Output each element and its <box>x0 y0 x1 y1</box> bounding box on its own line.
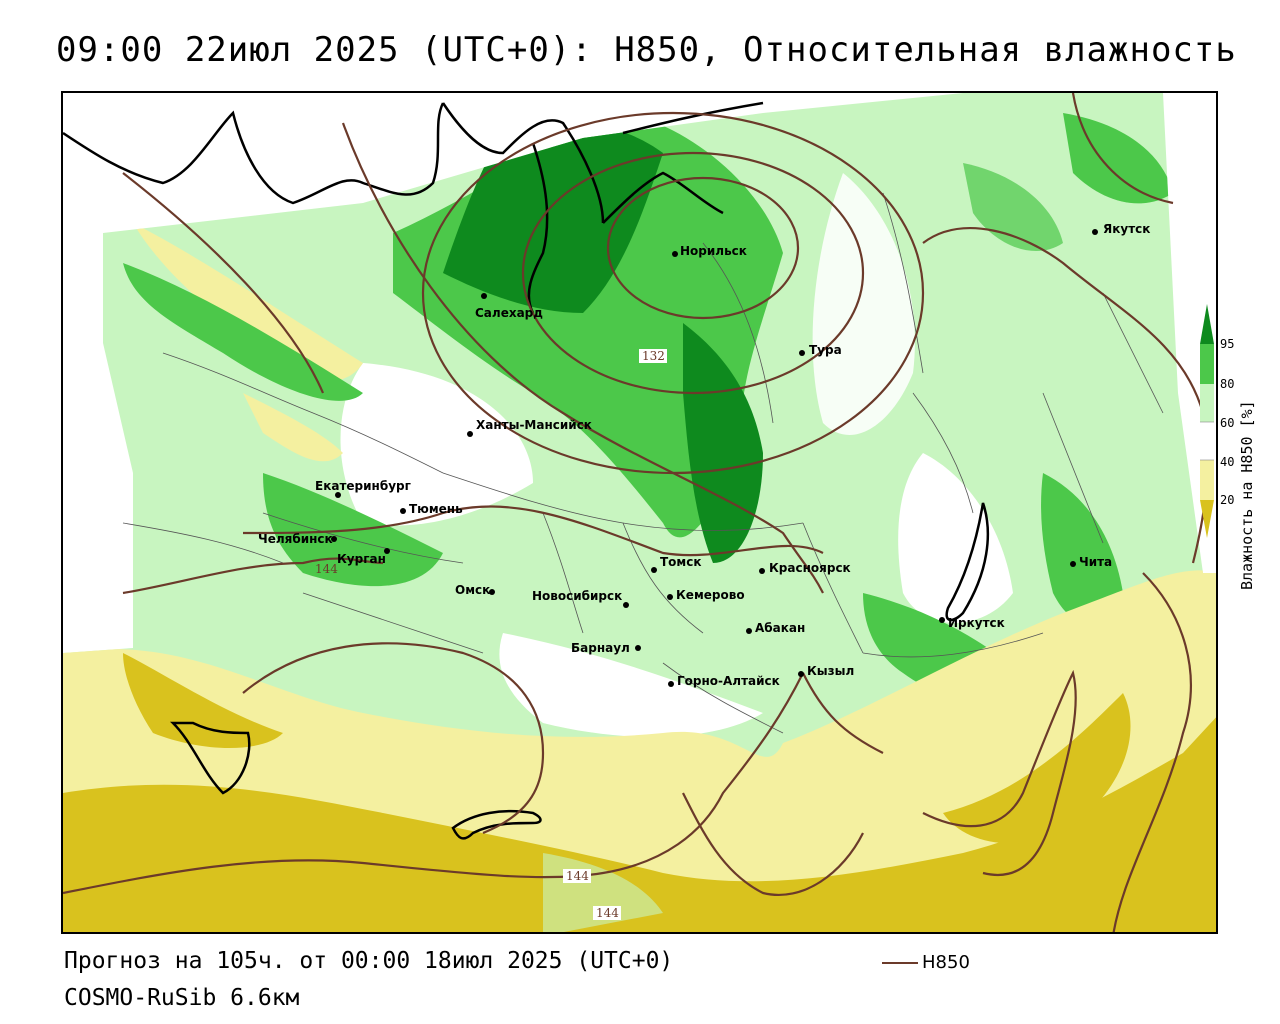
svg-text:Кызыл: Кызыл <box>807 664 854 678</box>
colorbar-tick: 20 <box>1220 493 1234 507</box>
contour-legend-line <box>882 962 918 964</box>
svg-text:Курган: Курган <box>337 552 386 566</box>
contour-label: 144 <box>596 906 619 920</box>
city-marker: Тюмень <box>400 502 463 516</box>
colorbar-tick: 80 <box>1220 377 1234 391</box>
contour-label: 144 <box>566 869 589 883</box>
city-marker: Салехард <box>475 293 543 320</box>
colorbar-cap-top <box>1200 304 1214 344</box>
city-marker: Екатеринбург <box>315 479 411 498</box>
colorbar-title: Влажность на H850 [%] <box>1238 400 1256 590</box>
city-marker: Кемерово <box>667 588 745 602</box>
city-marker: Томск <box>651 555 702 573</box>
contour-line <box>521 151 865 395</box>
contour-line <box>1112 572 1192 932</box>
city-marker: Тура <box>799 343 842 357</box>
colorbar-segment <box>1200 344 1214 384</box>
colorbar-segment <box>1200 422 1214 460</box>
svg-text:Чита: Чита <box>1079 555 1112 569</box>
city-marker: Абакан <box>746 621 805 635</box>
city-marker: Ханты-Мансийск <box>467 418 592 437</box>
svg-text:Горно-Алтайск: Горно-Алтайск <box>677 674 780 688</box>
svg-text:Екатеринбург: Екатеринбург <box>315 479 411 493</box>
colorbar-tick: 95 <box>1220 337 1234 351</box>
contour-label: 144 <box>315 562 338 576</box>
city-marker: Горно-Алтайск <box>668 674 780 688</box>
svg-text:Абакан: Абакан <box>755 621 805 635</box>
humidity-colorbar: 95 80 60 40 20 <box>1200 304 1234 538</box>
svg-text:Красноярск: Красноярск <box>769 561 851 575</box>
city-marker: Барнаул <box>571 641 641 655</box>
contour-line <box>122 557 384 595</box>
svg-text:Томск: Томск <box>660 555 702 569</box>
colorbar-tick: 40 <box>1220 455 1234 469</box>
coastlines <box>63 101 989 840</box>
svg-text:Новосибирск: Новосибирск <box>532 589 622 603</box>
city-marker: Якутск <box>1092 222 1150 236</box>
forecast-info: Прогноз на 105ч. от 00:00 18июл 2025 (UT… <box>64 948 674 974</box>
contour-line <box>242 505 824 557</box>
contour-line <box>242 642 545 835</box>
city-marker: Иркутск <box>939 616 1005 630</box>
city-marker: Чита <box>1070 555 1112 569</box>
colorbar-tick: 60 <box>1220 416 1234 430</box>
svg-text:Кемерово: Кемерово <box>676 588 745 602</box>
svg-text:Ханты-Мансийск: Ханты-Мансийск <box>476 418 592 432</box>
svg-text:Норильск: Норильск <box>680 244 747 258</box>
city-marker: Челябинск <box>258 532 337 546</box>
city-marker: Кызыл <box>798 664 854 678</box>
map-title: 09:00 22июл 2025 (UTC+0): H850, Относите… <box>56 30 1237 70</box>
svg-text:Якутск: Якутск <box>1103 222 1150 236</box>
contour-label: 132 <box>642 349 665 363</box>
city-marker: Норильск <box>672 244 747 258</box>
humidity-field <box>63 93 1216 932</box>
colorbar-segment <box>1200 384 1214 422</box>
city-marker: Курган <box>337 548 390 566</box>
colorbar-segment <box>1200 460 1214 500</box>
admin-borders <box>122 192 1164 734</box>
city-marker: Красноярск <box>759 561 851 575</box>
city-marker: Омск <box>455 583 495 597</box>
svg-text:Тюмень: Тюмень <box>409 502 463 516</box>
contour-legend-label: H850 <box>922 952 970 973</box>
contour-line <box>682 792 864 896</box>
svg-text:Омск: Омск <box>455 583 490 597</box>
svg-text:Иркутск: Иркутск <box>948 616 1005 630</box>
cities: Якутск Норильск Салехард Тура Ханты-Манс… <box>258 222 1150 688</box>
colorbar-cap-bottom <box>1200 500 1214 538</box>
contour-line <box>122 172 325 394</box>
svg-text:Барнаул: Барнаул <box>571 641 630 655</box>
model-info: COSMO-RuSib 6.6км <box>64 985 300 1011</box>
contour-line <box>1071 93 1174 205</box>
contour-line <box>802 672 884 754</box>
map-frame: 132 144 144 144 Якутск Норильск Салехард… <box>61 91 1218 934</box>
map-canvas: 132 144 144 144 Якутск Норильск Салехард… <box>63 93 1216 932</box>
contour-line <box>922 669 1077 876</box>
city-marker: Новосибирск <box>532 589 629 608</box>
contour-labels: 132 144 144 144 <box>315 349 667 920</box>
svg-text:Тура: Тура <box>809 343 842 357</box>
contour-legend: H850 <box>882 952 970 973</box>
svg-text:Салехард: Салехард <box>475 306 543 320</box>
contour-line <box>606 176 800 320</box>
svg-text:Челябинск: Челябинск <box>258 532 333 546</box>
